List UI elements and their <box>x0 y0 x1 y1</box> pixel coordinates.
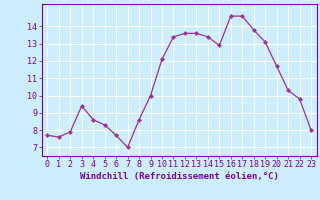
X-axis label: Windchill (Refroidissement éolien,°C): Windchill (Refroidissement éolien,°C) <box>80 172 279 181</box>
